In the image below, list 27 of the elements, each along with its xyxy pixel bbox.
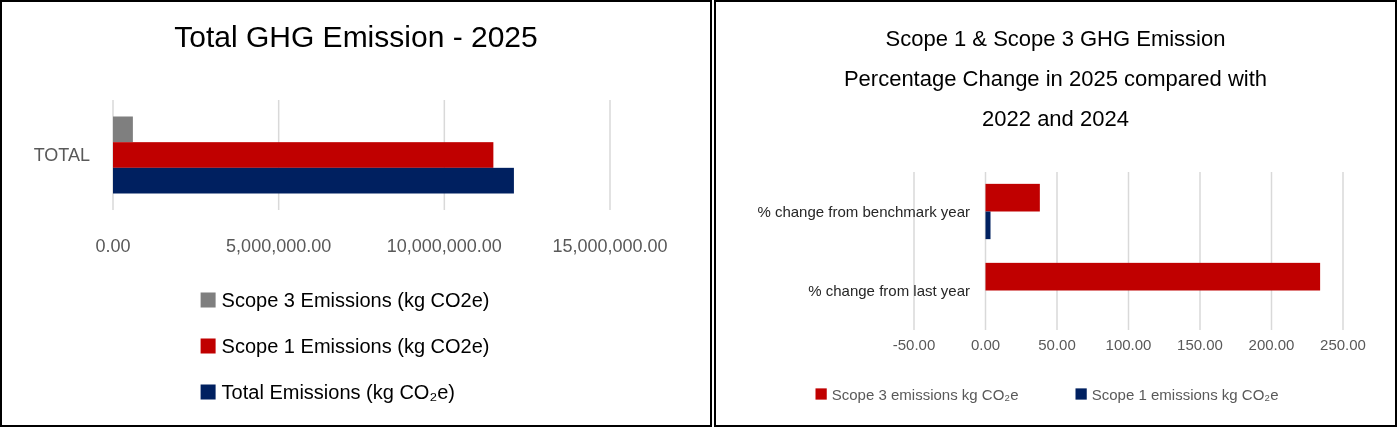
bar (113, 142, 494, 168)
bar (985, 183, 1040, 212)
y-tick-label: TOTAL (33, 145, 90, 165)
x-tick-label: 200.00 (1248, 336, 1295, 353)
x-tick-label: 100.00 (1105, 336, 1152, 353)
legend-label: Scope 3 Emissions (kg CO2e) (221, 289, 490, 311)
legend-label: Total Emissions (kg CO₂e) (221, 381, 455, 403)
bar (113, 167, 514, 194)
x-tick-label: 50.00 (1038, 336, 1076, 353)
legend-label: Scope 3 emissions kg CO₂e (831, 385, 1019, 403)
bar (113, 116, 133, 143)
chart-title: Scope 1 & Scope 3 GHG Emission Percentage Change in 2025 compared with 2022 and 2024 (843, 26, 1268, 131)
bar (985, 262, 1321, 291)
legend-label: Scope 1 Emissions (kg CO2e) (221, 335, 490, 357)
x-tick-label: 150.00 (1177, 336, 1223, 353)
y-tick-label: % change from last year (808, 282, 970, 299)
x-tick-label: 5,000,000.00 (226, 236, 332, 256)
chart-title: Total GHG Emission - 2025 (174, 20, 538, 53)
x-tick-label: 0.00 (970, 336, 1001, 353)
y-tick-label: % change from benchmark year (757, 203, 970, 220)
x-tick-label: 0.00 (95, 236, 131, 256)
x-tick-label: 10,000,000.00 (386, 236, 502, 256)
x-tick-label: -50.00 (892, 336, 936, 353)
x-tick-label: 250.00 (1320, 336, 1366, 353)
x-tick-label: 15,000,000.00 (552, 236, 668, 256)
legend-label: Scope 1 emissions kg CO₂e (1091, 385, 1279, 403)
bar (985, 211, 991, 240)
